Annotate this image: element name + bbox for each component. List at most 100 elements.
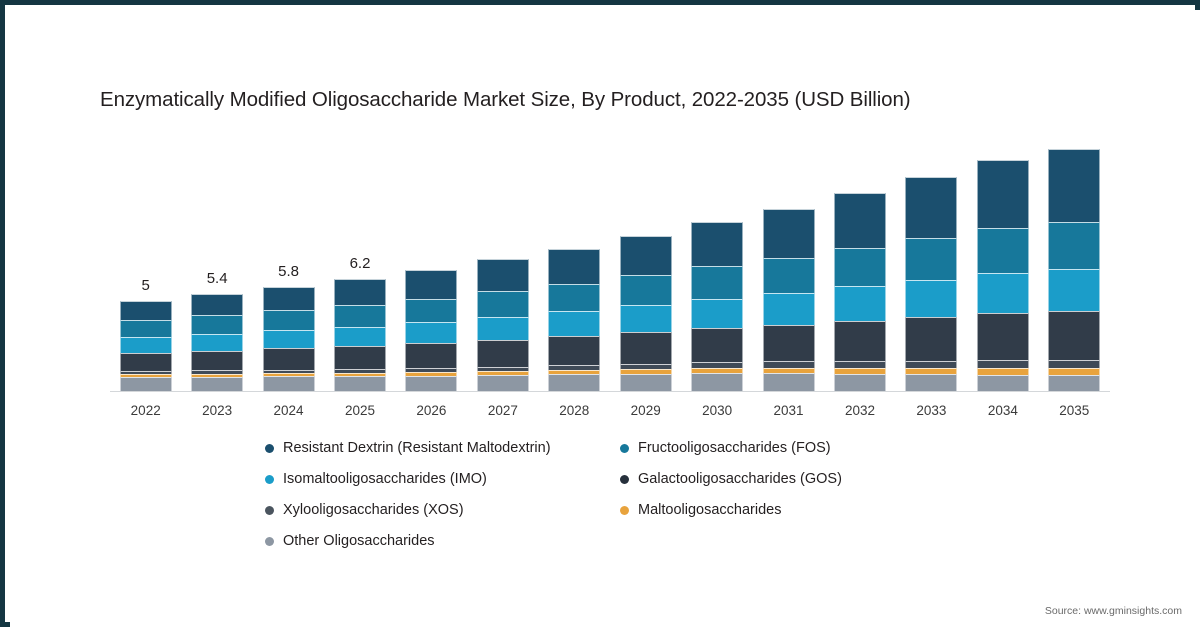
bar-segment[interactable] xyxy=(905,237,958,280)
bar-segment[interactable] xyxy=(476,375,529,391)
bar-segment[interactable] xyxy=(762,367,815,374)
bar-segment[interactable] xyxy=(619,236,672,276)
bar-segment[interactable] xyxy=(548,336,601,366)
bar-group[interactable] xyxy=(405,270,458,391)
bar-group[interactable]: 5 xyxy=(119,277,172,391)
bar-segment[interactable] xyxy=(476,259,529,292)
legend-item[interactable]: Fructooligosaccharides (FOS) xyxy=(620,440,831,456)
bar-segment[interactable] xyxy=(405,375,458,391)
bar-segment[interactable] xyxy=(834,320,886,361)
bar-segment[interactable] xyxy=(1048,375,1101,391)
legend-item[interactable]: Maltooligosaccharides xyxy=(620,502,781,518)
bar-segment[interactable] xyxy=(762,257,815,293)
bar-segment[interactable] xyxy=(905,279,958,318)
bar-segment[interactable] xyxy=(834,373,886,391)
bar-segment[interactable] xyxy=(476,316,529,341)
bar-segment[interactable] xyxy=(476,340,529,367)
bar-segment[interactable] xyxy=(262,348,315,370)
bar-segment[interactable] xyxy=(976,272,1029,314)
bar-segment[interactable] xyxy=(976,160,1029,228)
legend-item[interactable]: Xylooligosaccharides (XOS) xyxy=(265,502,464,518)
bar-segment[interactable] xyxy=(334,304,386,327)
bar-segment[interactable] xyxy=(191,370,244,374)
bar-segment[interactable] xyxy=(119,300,172,320)
bar-segment[interactable] xyxy=(905,176,958,238)
bar-segment[interactable] xyxy=(119,377,172,391)
legend-item[interactable]: Isomaltooligosaccharides (IMO) xyxy=(265,471,487,487)
bar-segment[interactable] xyxy=(334,372,386,377)
bar-segment[interactable] xyxy=(691,328,744,363)
bar-segment[interactable] xyxy=(619,368,672,374)
bar-segment[interactable] xyxy=(619,373,672,391)
bar-segment[interactable] xyxy=(191,314,244,334)
bar-segment[interactable] xyxy=(548,311,601,337)
bar-group[interactable] xyxy=(762,208,815,391)
bar-segment[interactable] xyxy=(834,286,886,321)
bar-segment[interactable] xyxy=(548,370,601,375)
bar-segment[interactable] xyxy=(262,373,315,377)
bar-segment[interactable] xyxy=(191,333,244,351)
bar-group[interactable] xyxy=(1048,149,1101,391)
bar-segment[interactable] xyxy=(762,208,815,258)
bar-segment[interactable] xyxy=(548,365,601,371)
bar-group[interactable] xyxy=(548,248,601,391)
bar-segment[interactable] xyxy=(1048,268,1101,311)
bar-group[interactable] xyxy=(834,192,886,391)
bar-segment[interactable] xyxy=(619,275,672,306)
bar-segment[interactable] xyxy=(976,359,1029,368)
bar-segment[interactable] xyxy=(476,366,529,372)
bar-group[interactable] xyxy=(976,160,1029,391)
bar-segment[interactable] xyxy=(691,221,744,266)
bar-segment[interactable] xyxy=(1048,359,1101,368)
bar-segment[interactable] xyxy=(191,293,244,315)
legend-item[interactable]: Resistant Dextrin (Resistant Maltodextri… xyxy=(265,440,551,456)
legend-item[interactable]: Other Oligosaccharides xyxy=(265,533,435,549)
bar-segment[interactable] xyxy=(405,367,458,373)
bar-group[interactable]: 5.4 xyxy=(191,270,244,391)
bar-segment[interactable] xyxy=(119,374,172,378)
bar-segment[interactable] xyxy=(334,376,386,391)
bar-segment[interactable] xyxy=(691,367,744,374)
bar-segment[interactable] xyxy=(405,270,458,299)
bar-segment[interactable] xyxy=(476,371,529,376)
bar-segment[interactable] xyxy=(905,317,958,361)
bar-segment[interactable] xyxy=(834,247,886,287)
bar-segment[interactable] xyxy=(334,279,386,305)
bar-group[interactable] xyxy=(691,221,744,391)
bar-segment[interactable] xyxy=(976,367,1029,375)
bar-segment[interactable] xyxy=(619,363,672,369)
bar-segment[interactable] xyxy=(405,343,458,368)
bar-group[interactable] xyxy=(905,176,958,391)
bar-segment[interactable] xyxy=(1048,221,1101,269)
bar-segment[interactable] xyxy=(619,332,672,364)
bar-segment[interactable] xyxy=(262,369,315,374)
legend-item[interactable]: Galactooligosaccharides (GOS) xyxy=(620,471,842,487)
bar-segment[interactable] xyxy=(262,329,315,349)
bar-segment[interactable] xyxy=(619,305,672,333)
bar-segment[interactable] xyxy=(548,283,601,312)
bar-segment[interactable] xyxy=(976,313,1029,360)
bar-group[interactable]: 5.8 xyxy=(262,263,315,391)
bar-group[interactable] xyxy=(476,259,529,391)
bar-segment[interactable] xyxy=(762,292,815,325)
bar-segment[interactable] xyxy=(119,336,172,353)
bar-segment[interactable] xyxy=(691,298,744,329)
bar-segment[interactable] xyxy=(905,360,958,368)
bar-segment[interactable] xyxy=(834,367,886,374)
bar-segment[interactable] xyxy=(691,362,744,368)
bar-segment[interactable] xyxy=(762,324,815,362)
bar-segment[interactable] xyxy=(262,376,315,391)
bar-segment[interactable] xyxy=(262,309,315,330)
bar-segment[interactable] xyxy=(405,372,458,376)
bar-segment[interactable] xyxy=(119,319,172,337)
bar-segment[interactable] xyxy=(334,346,386,369)
bar-segment[interactable] xyxy=(119,352,172,372)
bar-segment[interactable] xyxy=(905,367,958,375)
bar-group[interactable] xyxy=(619,236,672,391)
bar-segment[interactable] xyxy=(334,326,386,347)
bar-segment[interactable] xyxy=(762,361,815,368)
bar-segment[interactable] xyxy=(262,286,315,310)
bar-segment[interactable] xyxy=(976,227,1029,273)
bar-segment[interactable] xyxy=(548,248,601,284)
bar-segment[interactable] xyxy=(691,265,744,299)
